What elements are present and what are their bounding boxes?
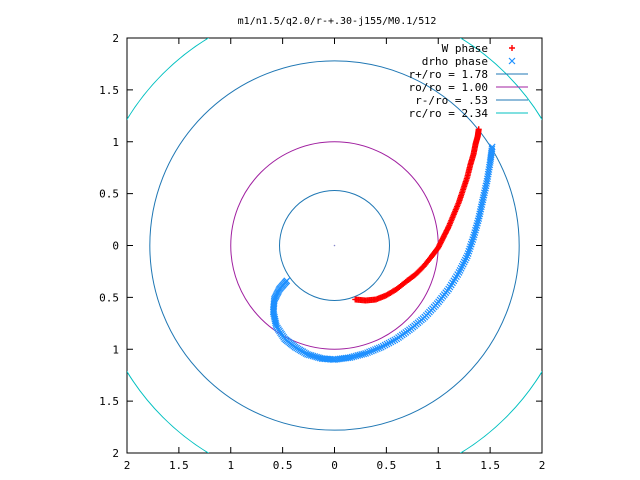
x-tick-label: 2 [124,459,131,472]
data-point [366,348,373,356]
data-point [466,245,474,253]
y-tick-label: 2 [112,447,119,460]
x-tick-label: 1.5 [169,459,189,472]
y-tick-labels: 2 1.5 1 0.5 0 0.5 1 1.5 2 [99,32,119,460]
x-tick-label: 2 [539,459,546,472]
data-point [379,342,387,350]
data-point [385,339,393,347]
data-point [459,260,467,268]
circle-series [149,60,520,431]
x-tick-label: 0 [331,459,338,472]
data-point [389,337,397,345]
data-point [362,349,370,357]
y-tick-label: 1 [112,343,119,356]
data-point [455,269,463,276]
data-point [383,340,391,348]
y-tick-label: 2 [112,32,119,45]
origin-dot [333,244,336,247]
y-tick-label: 0 [112,240,119,253]
points-layer [269,126,496,364]
x-tick-labels: 2 1.5 1 0.5 0 0.5 1 1.5 2 [124,459,546,472]
legend-label: ro/ro = 1.00 [409,81,488,94]
data-point [466,243,474,250]
data-point [464,250,472,257]
y-tick-label: 0.5 [99,291,119,304]
data-point [377,343,385,351]
data-point [358,351,366,358]
legend-label: r+/ro = 1.78 [409,68,488,81]
data-point [360,350,368,358]
data-point [352,352,360,360]
data-point [391,336,399,344]
y-tick-label: 1 [112,136,119,149]
data-point [465,247,473,255]
data-point [461,256,469,264]
data-point [463,252,471,260]
data-point [364,349,371,357]
data-point [369,346,377,354]
legend-label: drho phase [422,55,488,68]
data-point [462,254,470,262]
data-point [458,262,466,270]
data-point [373,345,381,353]
data-point [467,240,475,248]
data-point [350,353,358,360]
x-tick-label: 0.5 [376,459,396,472]
x-tick-label: 1 [435,459,442,472]
legend-label: W phase [442,42,488,55]
data-point [468,238,476,246]
data-point [346,354,354,361]
data-point [368,347,375,355]
circle-series [279,190,390,301]
x-tick-label: 1 [227,459,234,472]
data-point [354,352,362,359]
data-point [348,353,356,361]
chart-title: m1/n1.5/q2.0/r-+.30-j155/M0.1/512 [238,16,437,27]
axis-ticks [126,37,543,454]
x-tick-label: 1.5 [480,459,500,472]
data-point [457,264,465,272]
legend-label: rc/ro = 2.34 [409,107,489,120]
data-point [508,57,516,65]
data-point [509,45,515,51]
data-point [387,338,395,346]
y-tick-label: 0.5 [99,188,119,201]
legend-label: r-/ro = .53 [415,94,488,107]
y-tick-label: 1.5 [99,84,119,97]
data-point [475,126,482,133]
data-point [356,351,364,359]
data-point [488,143,496,151]
y-tick-label: 1.5 [99,395,119,408]
data-point [460,258,468,266]
data-point [375,344,383,352]
data-point [371,346,379,353]
data-point [488,145,496,153]
data-point [456,266,464,274]
data-point [469,236,477,243]
x-tick-label: 0.5 [273,459,293,472]
data-point [381,341,389,349]
